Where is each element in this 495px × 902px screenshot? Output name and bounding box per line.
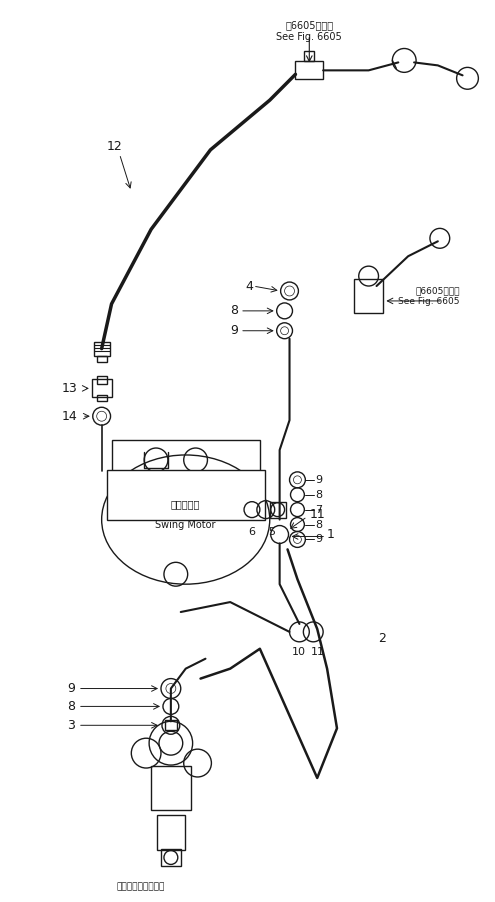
Text: スイベルジョイント: スイベルジョイント: [116, 883, 165, 892]
Text: 1: 1: [327, 528, 335, 541]
Text: 3: 3: [67, 719, 75, 732]
Text: 13: 13: [62, 382, 78, 395]
Bar: [97, 376, 106, 384]
Bar: [354, 279, 384, 313]
Text: 9: 9: [315, 474, 322, 484]
Text: 9: 9: [67, 682, 75, 695]
Text: 7: 7: [315, 504, 322, 515]
Text: 4: 4: [245, 280, 253, 292]
Text: 第6605図参照
See Fig. 6605: 第6605図参照 See Fig. 6605: [398, 286, 459, 306]
Text: 14: 14: [62, 410, 78, 423]
Text: 10: 10: [292, 647, 305, 657]
Bar: [304, 51, 314, 61]
Bar: [97, 395, 106, 401]
Text: 9: 9: [230, 324, 238, 337]
Text: Swing Motor: Swing Motor: [155, 520, 216, 529]
Bar: [92, 380, 111, 398]
Bar: [111, 440, 260, 480]
Text: 6: 6: [248, 527, 255, 537]
Bar: [157, 815, 185, 850]
Text: 8: 8: [67, 700, 75, 713]
Text: 5: 5: [268, 527, 275, 537]
Text: 8: 8: [230, 304, 238, 318]
Bar: [151, 766, 191, 810]
Bar: [97, 355, 106, 362]
Text: 11: 11: [309, 508, 325, 521]
Bar: [296, 61, 323, 79]
Bar: [106, 470, 265, 520]
Text: 2: 2: [379, 632, 387, 645]
Bar: [161, 849, 181, 867]
Text: 9: 9: [315, 535, 322, 545]
Bar: [270, 502, 286, 518]
Text: 旋回モータ: 旋回モータ: [171, 500, 200, 510]
Text: 8: 8: [315, 490, 322, 500]
Text: 11: 11: [311, 647, 325, 657]
Text: 第6605図参照
See Fig. 6605: 第6605図参照 See Fig. 6605: [276, 21, 342, 42]
Text: 8: 8: [315, 520, 322, 529]
Bar: [165, 721, 177, 731]
Text: 12: 12: [106, 141, 122, 153]
Bar: [94, 342, 109, 355]
